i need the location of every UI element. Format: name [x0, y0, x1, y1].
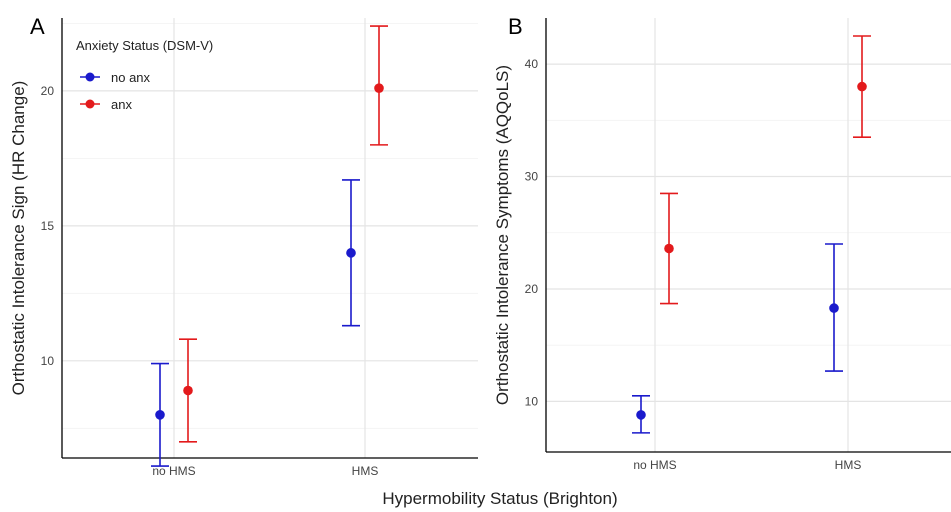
- legend-key-no-anx-dot: [85, 72, 95, 82]
- panel-b-x-tick-label: HMS: [835, 458, 862, 472]
- panel-a-y-tick-label: 20: [41, 84, 55, 98]
- point-no-anx-0: [636, 410, 646, 420]
- panel-b-grid: [546, 18, 951, 452]
- panel-a-y-tick-label: 15: [41, 219, 55, 233]
- panel-a-letter: A: [30, 14, 45, 39]
- legend-key-anx-dot: [85, 99, 95, 109]
- panel-b-y-ticks: 10 20 30 40: [525, 57, 539, 408]
- point-anx-0: [664, 243, 674, 254]
- panel-a-y-ticks: 10 15 20: [41, 84, 55, 368]
- panel-b-letter: B: [508, 14, 523, 39]
- panel-a-y-tick-label: 10: [41, 354, 55, 368]
- point-no-anx-0: [155, 410, 165, 420]
- panel-a: A 10 15 20 no HMS HMS Orthostatic Intoleran…: [9, 14, 478, 478]
- panel-a-y-axis-label: Orthostatic Intolerance Sign (HR Change): [9, 81, 28, 396]
- panel-b-x-ticks: no HMS HMS: [633, 458, 861, 472]
- legend-title: Anxiety Status (DSM-V): [76, 38, 213, 53]
- legend-label-no-anx: no anx: [111, 70, 151, 85]
- panel-b-y-axis-label: Orthostatic Intolerance Symptoms (AQQoLS…: [493, 65, 512, 405]
- panel-a-legend: Anxiety Status (DSM-V) no anx anx: [76, 38, 213, 112]
- panel-b-y-tick-label: 40: [525, 57, 539, 71]
- panel-a-grid: [62, 18, 478, 458]
- point-no-anx-1: [346, 248, 356, 258]
- panel-b-y-tick-label: 30: [525, 170, 539, 184]
- panel-b-y-tick-label: 20: [525, 282, 539, 296]
- panel-b-marks: [632, 35, 871, 434]
- point-anx-0: [183, 385, 193, 396]
- point-no-anx-1: [829, 303, 839, 313]
- legend-label-anx: anx: [111, 97, 132, 112]
- x-axis-label: Hypermobility Status (Brighton): [382, 489, 617, 508]
- point-anx-1: [857, 81, 867, 92]
- panel-a-x-tick-label: HMS: [352, 464, 379, 478]
- panel-b-x-tick-label: no HMS: [633, 458, 676, 472]
- panel-b: B 10 20 30 40 no HMS HMS Orthostatic Intoler…: [493, 14, 951, 472]
- panel-a-x-tick-label: no HMS: [152, 464, 195, 478]
- panel-b-y-tick-label: 10: [525, 394, 539, 408]
- panel-a-marks: [151, 25, 388, 467]
- point-anx-1: [374, 83, 384, 93]
- panel-a-x-ticks: no HMS HMS: [152, 464, 378, 478]
